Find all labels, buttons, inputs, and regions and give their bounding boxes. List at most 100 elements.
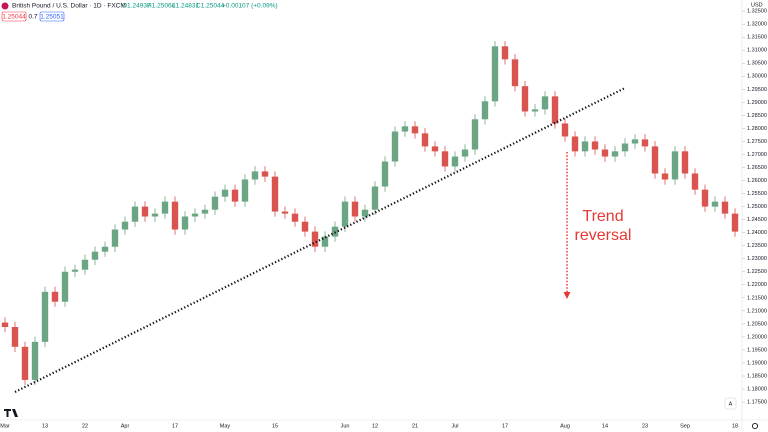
y-tick-label: 1.32000 <box>747 22 767 28</box>
y-tick-label: 1.31000 <box>747 48 767 54</box>
y-tick-label: 1.30500 <box>747 61 767 67</box>
candle-body <box>361 209 369 217</box>
candle-body <box>21 346 29 380</box>
x-tick-label: 12 <box>372 423 378 429</box>
candle-body <box>251 171 259 180</box>
candle-body <box>481 101 489 120</box>
candle-body <box>441 151 449 167</box>
ohlc-close: C1.25044 <box>196 3 225 10</box>
candle-body <box>1 322 9 327</box>
ohlc-low: L1.24831 <box>172 3 199 10</box>
candle-body <box>681 151 689 174</box>
candle-body <box>511 59 519 87</box>
candle-body <box>131 206 139 222</box>
candle-body <box>491 46 499 102</box>
candle-body <box>121 221 129 230</box>
x-tick-label: 21 <box>412 423 418 429</box>
auto-scale-button[interactable] <box>724 397 737 410</box>
arrow-head <box>563 292 571 299</box>
x-tick-label: 17 <box>502 423 508 429</box>
x-tick-label: 22 <box>82 423 88 429</box>
candle-body <box>461 149 469 157</box>
currency[interactable]: USD <box>751 2 763 8</box>
candle-body <box>601 149 609 157</box>
candle-body <box>731 213 739 232</box>
trend-line <box>14 87 626 393</box>
y-tick-label: 1.20500 <box>747 321 767 327</box>
candle-body <box>321 236 329 247</box>
sell-price[interactable]: 1.25044 <box>2 14 26 21</box>
candle-body <box>521 86 529 112</box>
x-tick-label: May <box>220 423 231 429</box>
candle-body <box>381 161 389 187</box>
y-tick-label: 1.26000 <box>747 178 767 184</box>
y-tick-label: 1.29000 <box>747 100 767 106</box>
candle-body <box>51 291 59 302</box>
x-tick-label: 15 <box>272 423 278 429</box>
candle-body <box>31 341 39 380</box>
y-tick-label: 1.19000 <box>747 360 767 366</box>
candle-body <box>111 229 119 247</box>
candle-body <box>301 221 309 232</box>
candle-body <box>231 189 239 202</box>
y-tick-label: 1.18500 <box>747 373 767 379</box>
x-tick-label: 14 <box>602 423 608 429</box>
sell-button[interactable] <box>1 11 27 22</box>
y-tick-label: 1.22500 <box>747 269 767 275</box>
y-tick-label: 1.21000 <box>747 308 767 314</box>
buy-price[interactable]: 1.25051 <box>40 14 64 21</box>
ohlc-change: +0.00107 (+0.09%) <box>222 3 278 10</box>
candle-body <box>371 186 379 210</box>
candle-body <box>591 141 599 150</box>
spread: 0.7 <box>28 14 37 21</box>
candle-body <box>581 141 589 152</box>
y-tick-label: 1.28500 <box>747 113 767 119</box>
buy-button[interactable] <box>39 11 65 22</box>
annotation: Trend <box>582 208 623 225</box>
candle-body <box>191 213 199 217</box>
tradingview-logo[interactable] <box>4 409 18 417</box>
y-tick-label: 1.21500 <box>747 295 767 301</box>
symbol-title[interactable]: British Pound / U.S. Dollar · 1D · FXCM <box>12 3 126 10</box>
candle-body <box>571 136 579 152</box>
x-tick-label: Mar <box>0 423 10 429</box>
candle-body <box>501 46 509 60</box>
candle-body <box>181 216 189 230</box>
y-tick-label: 1.24500 <box>747 217 767 223</box>
y-tick-label: 1.27000 <box>747 152 767 158</box>
candle-body <box>561 123 569 137</box>
candle-body <box>531 109 539 112</box>
candle-body <box>261 171 269 177</box>
candle-body <box>711 201 719 207</box>
candle-body <box>311 231 319 247</box>
y-tick-label: 1.23500 <box>747 243 767 249</box>
x-tick-label: 18 <box>732 423 738 429</box>
candle-body <box>451 156 459 167</box>
candle-body <box>641 139 649 147</box>
settings-icon[interactable] <box>751 422 759 430</box>
candle-body <box>141 206 149 217</box>
candle-body <box>651 146 659 174</box>
candle-body <box>541 96 549 110</box>
candle-body <box>621 143 629 152</box>
y-tick-label: 1.29500 <box>747 87 767 93</box>
candle-body <box>221 189 229 197</box>
x-tick-label: 23 <box>642 423 648 429</box>
auto-scale-icon[interactable]: A <box>729 401 733 407</box>
candle-body <box>71 269 79 272</box>
candle-body <box>691 173 699 190</box>
candle-body <box>551 96 559 124</box>
candle-body <box>661 173 669 180</box>
candle-body <box>211 196 219 210</box>
y-tick-label: 1.23000 <box>747 256 767 262</box>
candle-body <box>81 259 89 270</box>
candle-body <box>91 251 99 260</box>
candle-body <box>41 291 49 342</box>
symbol-icon[interactable] <box>1 2 9 10</box>
candle-body <box>701 189 709 207</box>
candle-body <box>11 326 19 347</box>
y-tick-label: 1.18000 <box>747 386 767 392</box>
y-tick-label: 1.27500 <box>747 139 767 145</box>
